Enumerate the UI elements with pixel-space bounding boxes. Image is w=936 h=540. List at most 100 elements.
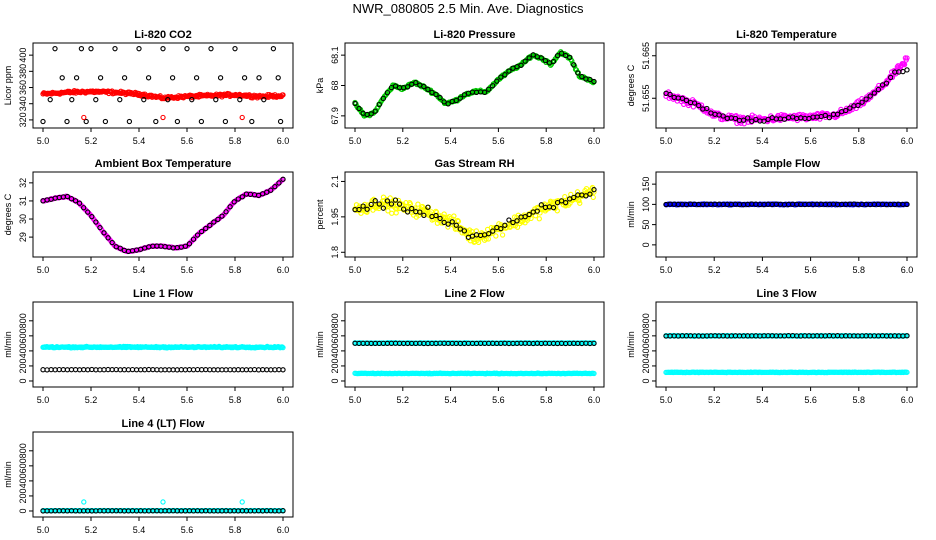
data-point [859,99,865,105]
data-point [153,118,159,125]
data-point [498,225,504,232]
y-tick-label: 200 [330,358,340,373]
y-tick-label: 150 [641,177,651,192]
x-tick-label: 5.6 [181,265,194,275]
data-point [522,214,528,220]
data-point [514,224,521,230]
x-tick-label: 5.0 [37,395,50,405]
data-point [904,55,910,61]
data-point [112,46,118,52]
y-tick-label: 400 [330,343,340,358]
data-point [843,107,849,114]
data-point [364,206,370,212]
data-point [518,62,524,68]
data-point [78,46,85,52]
y-tick-label: 400 [641,343,651,358]
data-point [587,191,593,197]
x-tick-label: 5.8 [229,395,242,405]
data-point [486,231,492,237]
data-point [421,212,427,218]
data-point [72,198,79,204]
x-tick-label: 5.4 [133,395,146,405]
panel-co2: Li-820 CO2 5.0 5.2 5.4 5.6 5.8 6.0 320340360380… [3,29,294,146]
series-0 [40,87,286,102]
y-tick-label: 32 [18,178,28,188]
data-point [165,97,171,103]
data-point [562,52,569,59]
data-point [186,241,193,247]
y-tick-label: 800 [18,443,28,458]
series-2 [352,340,597,347]
data-point [141,97,147,103]
x-tick-label: 5.0 [349,265,362,275]
y-axis-label: degrees C [626,64,636,106]
data-point [740,117,747,123]
data-point [571,62,577,68]
data-point [85,209,91,215]
x-tick-label: 6.0 [901,265,914,275]
data-point [227,204,233,210]
x-tick-label: 5.4 [133,525,146,535]
y-tick-label: 200 [641,358,651,373]
data-point [522,58,528,64]
data-point [364,209,370,215]
data-point [380,205,387,211]
data-point [904,369,910,375]
data-point [368,111,374,117]
data-point [506,217,512,223]
panel-title: Li-820 Pressure [434,29,516,41]
data-point [514,218,520,224]
data-point [93,97,99,103]
data-point [222,118,229,125]
plot-area [40,343,286,373]
data-point [105,235,111,241]
x-tick-label: 5.2 [708,395,721,405]
data-point [417,209,423,215]
plot-frame [32,301,294,388]
data-point [453,97,459,104]
data-point [387,195,393,201]
data-point [109,239,115,246]
series-0 [663,55,910,127]
x-tick-label: 5.0 [660,395,673,405]
data-point [732,115,739,122]
y-tick-label: 51.665 [641,42,651,70]
data-point [450,216,456,222]
series-1 [40,508,286,514]
x-tick-label: 5.6 [804,136,817,146]
plot-frame [32,431,294,518]
x-tick-label: 5.2 [397,136,410,146]
data-point [421,83,427,90]
data-point [231,199,237,205]
y-tick-label: 400 [18,343,28,358]
data-point [190,236,197,242]
x-tick-label: 6.0 [588,265,601,275]
data-point [47,97,53,103]
data-point [211,219,217,225]
data-point [372,198,378,204]
data-point [405,84,411,90]
x-tick-label: 5.6 [492,265,505,275]
data-point [437,215,443,222]
x-tick-label: 6.0 [588,136,601,146]
y-axis-label: ml/min [626,201,636,228]
data-point [901,61,907,67]
data-point [272,183,278,190]
series-2 [81,114,245,121]
x-tick-label: 5.6 [492,395,505,405]
data-point [577,200,583,206]
data-point [256,75,262,81]
data-point [145,75,152,81]
panel-line2: Line 2 Flow 5.0 5.2 5.4 5.6 5.8 6.0 0 2004006008… [315,288,605,405]
data-point [388,201,395,207]
y-tick-label: 0 [18,378,28,383]
y-tick-label: 0 [641,378,651,383]
data-point [434,209,440,215]
panel-title: Line 2 Flow [445,288,505,300]
data-point [538,202,544,208]
data-point [454,217,461,224]
data-point [59,75,65,81]
plot-area [40,499,286,514]
data-point [433,212,439,219]
data-point [455,218,462,225]
